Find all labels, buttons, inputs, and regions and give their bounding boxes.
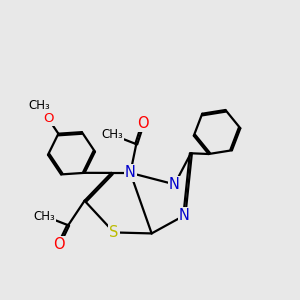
Text: S: S: [109, 225, 119, 240]
Text: N: N: [169, 177, 180, 192]
Text: N: N: [179, 208, 190, 223]
Text: O: O: [43, 112, 54, 125]
Text: CH₃: CH₃: [28, 99, 50, 112]
Text: O: O: [137, 116, 148, 131]
Text: CH₃: CH₃: [102, 128, 124, 142]
Text: O: O: [53, 237, 65, 252]
Text: N: N: [125, 165, 136, 180]
Text: CH₃: CH₃: [34, 210, 56, 223]
